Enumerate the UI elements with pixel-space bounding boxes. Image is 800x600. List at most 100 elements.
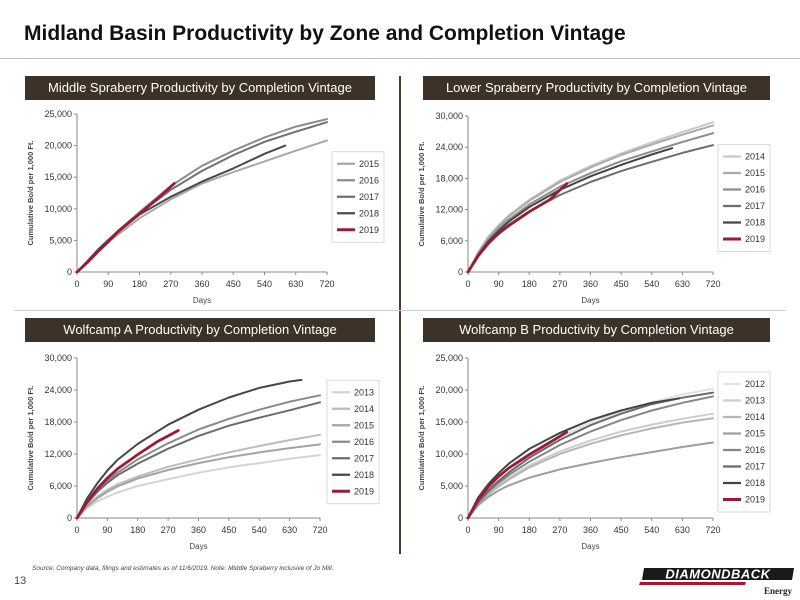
series-line-2019 <box>75 182 176 274</box>
x-tick-label: 720 <box>705 525 720 535</box>
x-tick-label: 180 <box>522 279 537 289</box>
y-tick-label: 20,000 <box>435 385 463 395</box>
y-tick-label: 0 <box>458 513 463 523</box>
chart-panel-wolfcamp-b: Wolfcamp B Productivity by Completion Vi… <box>405 318 785 558</box>
legend-label-2016: 2016 <box>359 175 379 185</box>
company-logo: DIAMONDBACK Energy <box>639 567 794 596</box>
y-tick-label: 15,000 <box>44 172 72 182</box>
x-tick-label: 360 <box>191 525 206 535</box>
chart-panel-lower-spraberry: Lower Spraberry Productivity by Completi… <box>405 76 785 306</box>
legend-label-2014: 2014 <box>745 412 765 422</box>
x-tick-label: 0 <box>465 525 470 535</box>
x-tick-label: 540 <box>252 525 267 535</box>
x-axis-label: Days <box>581 296 599 305</box>
x-tick-label: 90 <box>103 279 113 289</box>
x-tick-label: 180 <box>522 525 537 535</box>
y-tick-label: 0 <box>458 267 463 277</box>
x-tick-label: 720 <box>319 279 334 289</box>
x-tick-label: 720 <box>705 279 720 289</box>
x-tick-label: 450 <box>614 525 629 535</box>
x-axis-label: Days <box>581 542 599 551</box>
legend-label-2016: 2016 <box>354 437 374 447</box>
x-tick-label: 360 <box>583 279 598 289</box>
legend-label-2018: 2018 <box>745 218 765 228</box>
chart-title: Lower Spraberry Productivity by Completi… <box>423 76 770 100</box>
x-tick-label: 360 <box>583 525 598 535</box>
series-line-2016 <box>76 394 321 519</box>
y-tick-label: 30,000 <box>435 111 463 121</box>
y-tick-label: 0 <box>67 513 72 523</box>
page-title: Midland Basin Productivity by Zone and C… <box>24 22 626 45</box>
y-axis-label: Cumulative Bo/d per 1,000 Ft. <box>26 385 35 490</box>
legend-label-2014: 2014 <box>354 404 374 414</box>
title-rule <box>0 58 800 59</box>
legend-label-2015: 2015 <box>359 159 379 169</box>
y-tick-label: 18,000 <box>435 173 463 183</box>
x-tick-label: 180 <box>132 279 147 289</box>
x-axis-label: Days <box>189 542 207 551</box>
y-axis-label: Cumulative Bo/d per 1,000 Ft. <box>417 385 426 490</box>
series-line-2014 <box>76 433 321 519</box>
x-tick-label: 630 <box>675 279 690 289</box>
chart-wolfcamp-a: 0 6,000 12,000 18,000 24,000 30,000 0 90 180 270 3… <box>26 353 380 551</box>
y-tick-label: 20,000 <box>44 141 72 151</box>
series-line-2014 <box>467 417 714 519</box>
x-tick-label: 630 <box>675 525 690 535</box>
legend <box>717 371 771 513</box>
x-tick-label: 0 <box>74 279 79 289</box>
vertical-divider <box>399 76 401 554</box>
x-tick-label: 270 <box>163 279 178 289</box>
legend-label-2013: 2013 <box>354 387 374 397</box>
legend-label-2019: 2019 <box>359 225 379 235</box>
series-line-2019 <box>466 182 569 274</box>
y-tick-label: 24,000 <box>435 142 463 152</box>
y-tick-label: 0 <box>67 267 72 277</box>
series-line-2016 <box>467 395 714 519</box>
y-tick-label: 12,000 <box>44 449 72 459</box>
logo-subtext: Energy <box>764 586 792 596</box>
y-tick-label: 6,000 <box>49 481 72 491</box>
series-line-2017 <box>76 121 328 273</box>
series-line-2015 <box>467 441 714 519</box>
legend-label-2013: 2013 <box>745 396 765 406</box>
y-tick-label: 25,000 <box>44 109 72 119</box>
x-tick-label: 630 <box>282 525 297 535</box>
legend-label-2016: 2016 <box>745 445 765 455</box>
y-tick-label: 5,000 <box>440 481 463 491</box>
x-tick-label: 270 <box>161 525 176 535</box>
x-tick-label: 450 <box>614 279 629 289</box>
legend-label-2017: 2017 <box>745 462 765 472</box>
x-axis-label: Days <box>193 296 211 305</box>
chart-middle-spraberry: 0 5,000 10,000 15,000 20,000 25,000 0 90 180 270 3… <box>26 109 385 305</box>
x-tick-label: 270 <box>552 525 567 535</box>
series-line-2017 <box>467 144 714 273</box>
x-tick-label: 540 <box>257 279 272 289</box>
source-note: Source: Company data, filings and estima… <box>32 565 334 572</box>
legend-label-2018: 2018 <box>354 470 374 480</box>
x-tick-label: 270 <box>552 279 567 289</box>
x-tick-label: 540 <box>644 279 659 289</box>
x-tick-label: 450 <box>221 525 236 535</box>
series-line-2017 <box>467 391 714 519</box>
page-number: 13 <box>14 575 27 587</box>
series-line-2012 <box>467 387 714 519</box>
series-line-2017 <box>76 401 321 519</box>
series-line-2019 <box>75 429 180 520</box>
legend-label-2018: 2018 <box>745 478 765 488</box>
chart-title: Wolfcamp B Productivity by Completion Vi… <box>423 318 770 342</box>
y-tick-label: 12,000 <box>435 205 463 215</box>
legend <box>717 144 771 252</box>
x-tick-label: 180 <box>130 525 145 535</box>
series-line-2015 <box>467 124 714 273</box>
y-tick-label: 6,000 <box>440 236 463 246</box>
series-line-2019 <box>466 430 569 520</box>
x-tick-label: 630 <box>288 279 303 289</box>
chart-panel-middle-spraberry: Middle Spraberry Productivity by Complet… <box>15 76 385 306</box>
legend-label-2015: 2015 <box>354 420 374 430</box>
legend-label-2019: 2019 <box>745 234 765 244</box>
y-axis-label: Cumulative Bo/d per 1,000 Ft. <box>26 140 35 245</box>
series-line-2018 <box>467 397 680 519</box>
series-line-2018 <box>76 378 303 519</box>
series-line-2013 <box>76 454 321 519</box>
x-tick-label: 720 <box>312 525 327 535</box>
